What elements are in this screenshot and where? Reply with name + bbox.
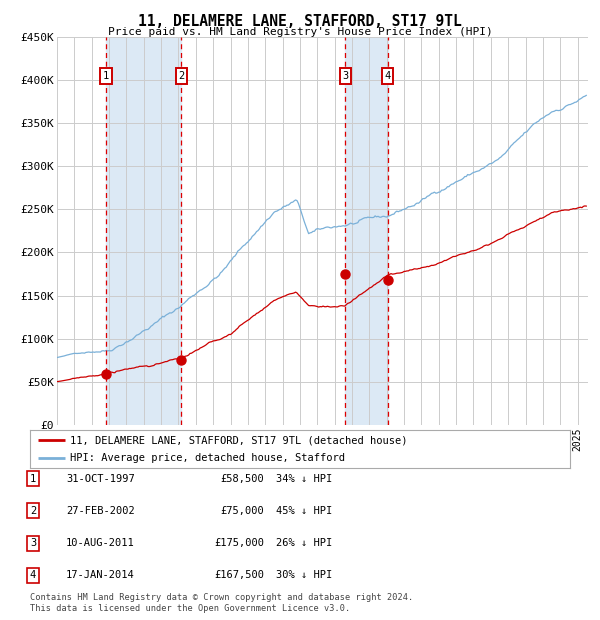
Text: £58,500: £58,500: [220, 474, 264, 484]
Text: 34% ↓ HPI: 34% ↓ HPI: [276, 474, 332, 484]
Text: 2: 2: [178, 71, 184, 81]
Bar: [345, 37, 388, 425]
Text: 26% ↓ HPI: 26% ↓ HPI: [276, 538, 332, 548]
Text: 10-AUG-2011: 10-AUG-2011: [66, 538, 135, 548]
Text: 1: 1: [30, 474, 36, 484]
Text: 45% ↓ HPI: 45% ↓ HPI: [276, 506, 332, 516]
Text: 31-OCT-1997: 31-OCT-1997: [66, 474, 135, 484]
Text: £175,000: £175,000: [214, 538, 264, 548]
Text: 4: 4: [30, 570, 36, 580]
Text: 17-JAN-2014: 17-JAN-2014: [66, 570, 135, 580]
Text: 30% ↓ HPI: 30% ↓ HPI: [276, 570, 332, 580]
Text: 3: 3: [30, 538, 36, 548]
Text: Contains HM Land Registry data © Crown copyright and database right 2024.
This d: Contains HM Land Registry data © Crown c…: [30, 593, 413, 613]
Text: 1: 1: [103, 71, 109, 81]
Text: 3: 3: [342, 71, 349, 81]
Text: 27-FEB-2002: 27-FEB-2002: [66, 506, 135, 516]
Text: 11, DELAMERE LANE, STAFFORD, ST17 9TL: 11, DELAMERE LANE, STAFFORD, ST17 9TL: [138, 14, 462, 29]
Text: £167,500: £167,500: [214, 570, 264, 580]
Text: 11, DELAMERE LANE, STAFFORD, ST17 9TL (detached house): 11, DELAMERE LANE, STAFFORD, ST17 9TL (d…: [71, 435, 408, 445]
Text: £75,000: £75,000: [220, 506, 264, 516]
Bar: [106, 37, 181, 425]
Text: 2: 2: [30, 506, 36, 516]
Text: HPI: Average price, detached house, Stafford: HPI: Average price, detached house, Staf…: [71, 453, 346, 463]
Text: 4: 4: [385, 71, 391, 81]
Text: Price paid vs. HM Land Registry's House Price Index (HPI): Price paid vs. HM Land Registry's House …: [107, 27, 493, 37]
